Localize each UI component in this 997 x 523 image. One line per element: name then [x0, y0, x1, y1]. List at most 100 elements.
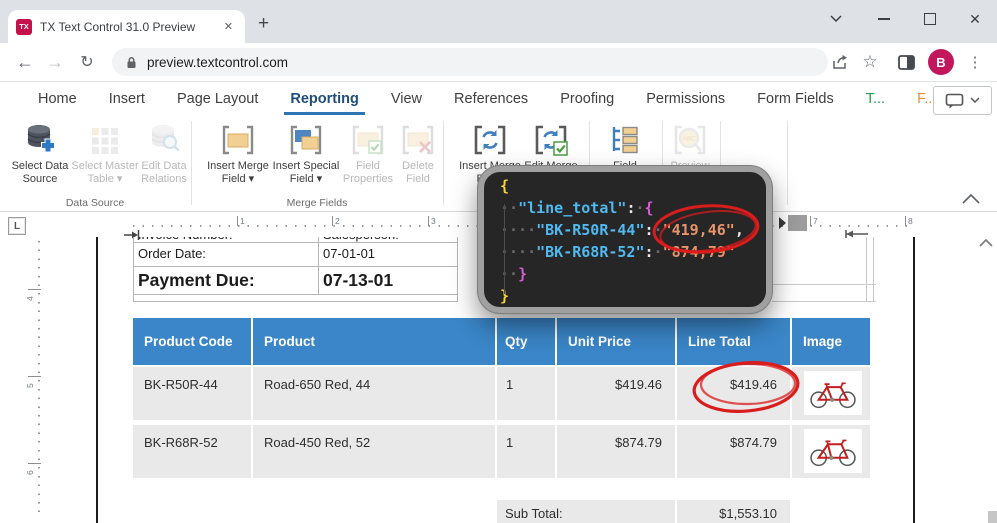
back-icon[interactable]: ← [16, 51, 34, 72]
lock-icon [127, 56, 136, 68]
window-close-button[interactable]: ✕ [969, 10, 981, 27]
browser-menu-dots-icon[interactable]: ⋮ [967, 54, 983, 71]
code-line: ··} [500, 265, 528, 283]
header-unit-price: Unit Price [557, 318, 675, 365]
side-panel-icon[interactable] [894, 43, 918, 81]
collapse-ribbon-chevron-icon[interactable] [962, 192, 980, 210]
ruler-mark-8: 8 [905, 216, 913, 226]
tab-form-fields[interactable]: Form Fields [757, 90, 834, 107]
window-menu-chevron-icon[interactable] [821, 8, 851, 30]
table-border [457, 237, 458, 302]
select-data-source-button[interactable]: Select Data Source [8, 120, 72, 200]
code-line: ····"BK-R50R-44":·"419,46", [500, 221, 744, 239]
table-fragment-line [772, 301, 876, 302]
cell-product: Road-650 Red, 44 [253, 367, 495, 420]
table-border [133, 237, 134, 302]
order-date-value: 07-01-01 [323, 246, 376, 261]
ribbon-group-divider [720, 121, 721, 205]
table-border [133, 266, 458, 267]
database-search-icon [147, 120, 181, 156]
ribbon-tab-bar: Home Insert Page Layout Reporting View R… [0, 82, 997, 115]
table-fragment-line [866, 237, 867, 301]
table-column-marker[interactable] [777, 214, 808, 232]
window-minimize-button[interactable] [869, 8, 899, 30]
preview-magnifier-icon: ABC [672, 120, 708, 156]
vruler-mark-5: 5 [25, 383, 35, 388]
code-line: { [500, 177, 510, 195]
header-line-total: Line Total [677, 318, 790, 365]
tab-reporting[interactable]: Reporting [274, 82, 374, 115]
tab-insert[interactable]: Insert [108, 90, 145, 107]
edit-data-relations-button[interactable]: Edit Data Relations [134, 120, 194, 200]
first-line-indent-marker[interactable] [124, 230, 140, 241]
share-icon[interactable] [828, 43, 852, 81]
title-bar: TX TX Text Control 31.0 Preview ✕ + ✕ [0, 0, 997, 43]
bookmark-star-icon[interactable]: ☆ [862, 52, 878, 71]
payment-due-label: Payment Due: [138, 270, 255, 290]
special-field-icon [288, 120, 324, 156]
comment-bubble-icon [945, 93, 964, 108]
cell-unit-price: $874.79 [557, 425, 675, 478]
cell-image [792, 367, 870, 420]
vruler-mark-4: 4 [25, 296, 35, 301]
chevron-down-icon [970, 97, 980, 103]
right-indent-marker[interactable] [843, 229, 871, 239]
tab-references[interactable]: References [454, 90, 529, 107]
cell-product: Road-450 Red, 52 [253, 425, 495, 478]
comments-dropdown-button[interactable] [933, 86, 992, 115]
select-master-table-button[interactable]: Select Master Table ▾ [70, 120, 140, 200]
ruler-ticks [38, 241, 40, 517]
ruler-inch-line [28, 463, 41, 464]
header-product-code: Product Code [133, 318, 251, 365]
tab-permissions[interactable]: Permissions [646, 90, 726, 107]
new-tab-button[interactable]: + [258, 13, 270, 34]
svg-text:ABC: ABC [682, 136, 696, 143]
group-label-data-source: Data Source [65, 197, 125, 209]
field-properties-button[interactable]: Field Properties [337, 120, 399, 200]
tab-home[interactable]: Home [38, 90, 77, 107]
ruler-mark-7: 7 [810, 216, 818, 226]
tab-t-truncated[interactable]: T... [865, 90, 886, 107]
product-table[interactable]: Product Code Product Qty Unit Price Line… [133, 318, 870, 523]
bike-product-image [804, 429, 862, 473]
tab-title: TX Text Control 31.0 Preview [40, 19, 196, 34]
window-maximize-button[interactable] [915, 8, 945, 30]
ribbon-group-divider [443, 121, 444, 205]
ruler-inch-line [28, 289, 41, 290]
subtotal-label: Sub Total: [497, 500, 675, 523]
table-fragment-line [873, 237, 874, 301]
address-bar[interactable]: preview.textcontrol.com [112, 48, 828, 76]
forward-icon[interactable]: → [46, 51, 64, 72]
page-border-right [913, 237, 915, 523]
field-tree-icon [608, 120, 642, 156]
tab-view[interactable]: View [390, 90, 423, 107]
vertical-ruler: 4 5 6 [0, 237, 46, 523]
tab-selector-box[interactable]: L [8, 217, 26, 235]
cell-code: BK-R68R-52 [133, 425, 251, 478]
database-add-icon [23, 120, 57, 156]
insert-special-field-button[interactable]: Insert Special Field ▾ [269, 120, 343, 200]
tab-page-layout[interactable]: Page Layout [176, 90, 259, 107]
ruler-mark-1: 1 [237, 216, 245, 226]
scrollbar-thumb[interactable] [988, 511, 997, 523]
ribbon-group-divider [191, 121, 192, 205]
profile-avatar[interactable]: B [928, 49, 954, 75]
invoice-info-table[interactable]: Invoice Number: Salesperson: Order Date:… [133, 237, 458, 303]
page-border-left [96, 237, 98, 523]
code-line: } [500, 287, 510, 305]
delete-field-icon [400, 120, 436, 156]
clipped-row-value: Salesperson: [323, 237, 453, 242]
delete-field-button[interactable]: Delete Field [393, 120, 443, 200]
cell-unit-price: $419.46 [557, 367, 675, 420]
ribbon-group-divider [589, 121, 590, 205]
ruler-mark-2: 2 [332, 216, 340, 226]
reload-icon[interactable]: ↻ [80, 54, 94, 71]
browser-tab[interactable]: TX TX Text Control 31.0 Preview ✕ [8, 10, 245, 43]
tab-proofing[interactable]: Proofing [560, 90, 615, 107]
scrollbar-up-chevron-icon[interactable] [979, 239, 993, 248]
insert-merge-field-button[interactable]: Insert Merge Field ▾ [203, 120, 273, 200]
tab-f-truncated[interactable]: F... [917, 90, 937, 107]
tab-close-icon[interactable]: ✕ [223, 21, 233, 33]
order-date-label: Order Date: [138, 246, 206, 261]
code-line: ····"BK-R68R-52":·"874,79" [500, 243, 735, 261]
